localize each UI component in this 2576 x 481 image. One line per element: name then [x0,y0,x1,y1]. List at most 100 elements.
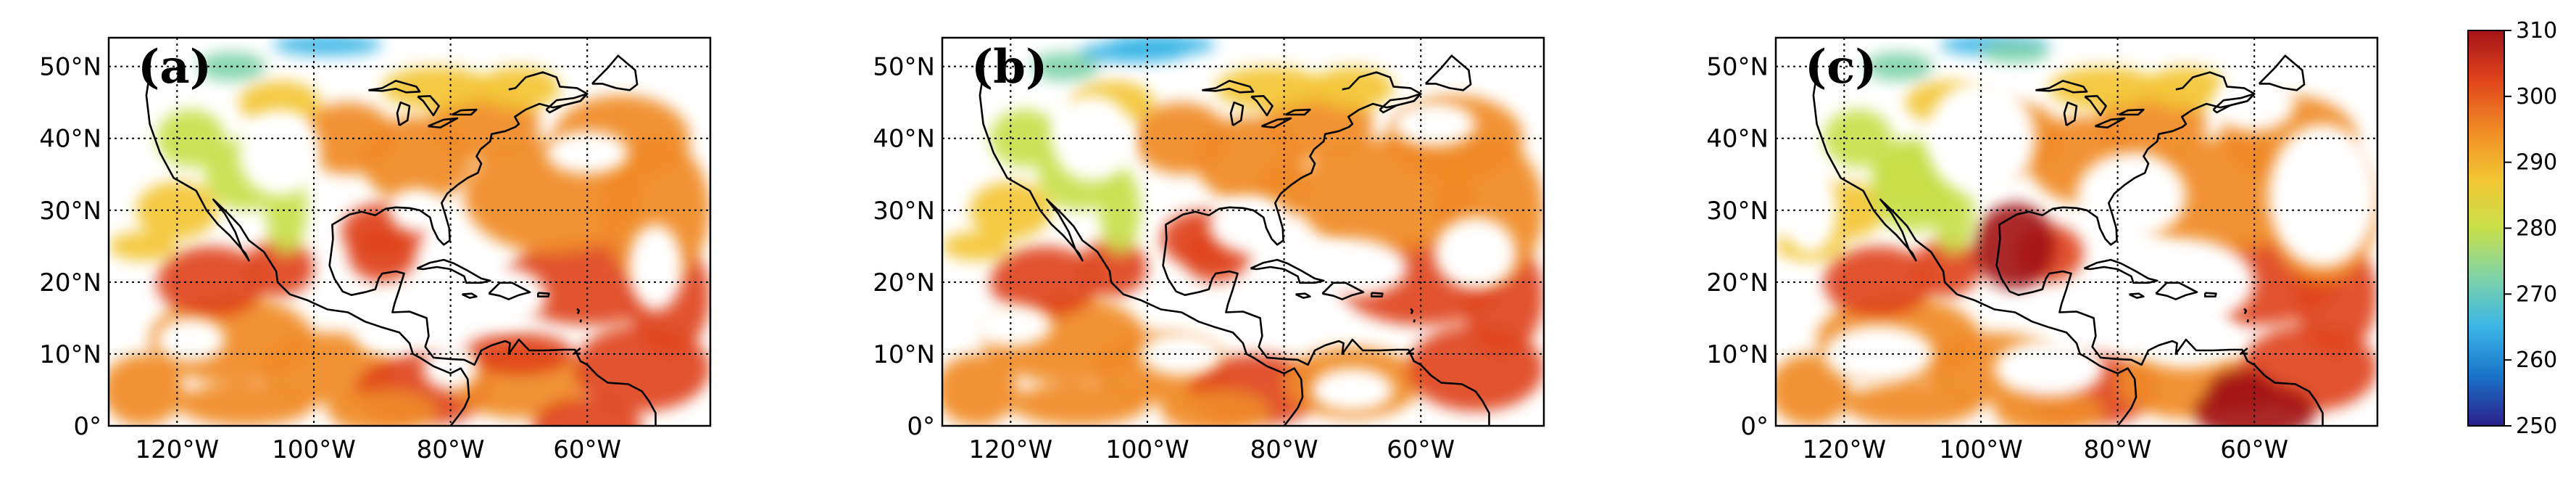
map-b-area: 50°N 40°N 30°N 20°N 10°N 0° 120°W 100°W 80°W 60°W… [873,36,1545,464]
lat-tick-label: 0° [1740,412,1769,441]
coastline [1162,239,1490,426]
data-cloud [942,353,1018,426]
no-data-gap [1994,340,2104,398]
data-cloud [1980,41,2050,63]
colorbar-tick-label: 270 [2516,281,2557,307]
data-cloud [109,353,184,426]
coastline [1370,292,1384,298]
data-cloud [1974,202,2056,289]
no-data-gap [157,318,225,361]
data-cloud [2145,66,2227,110]
no-data-gap [969,303,1052,348]
no-data-gap [1208,195,1292,254]
colorbar-tick-label: 310 [2516,18,2557,44]
coastline [2129,292,2145,299]
lat-tick-label: 50°N [1706,53,1769,82]
data-cloud [1099,167,1141,254]
coastline [416,258,491,284]
coastline [1261,117,1292,129]
graticule [109,38,710,426]
colorbar-tick-label: 300 [2516,84,2557,110]
lon-tick-label: 60°W [1387,435,1455,464]
map-c-area: 50°N 40°N 30°N 20°N 10°N 0° 120°W 100°W 80°W 60°W… [1706,36,2379,464]
lat-tick-label: 0° [73,412,101,441]
coastline [2035,80,2088,94]
coastline [2095,117,2126,129]
lat-tick-label: 10°N [873,340,935,369]
lon-tick-label: 120°W [1803,435,1887,464]
lon-tick-label: 100°W [272,435,356,464]
coastline [1202,80,1255,94]
coastline [1379,93,1422,114]
coastlines [1812,54,2324,426]
colorbar-tick-label: 280 [2516,216,2557,242]
data-cloud [969,181,1052,239]
coastline [488,281,531,300]
coastline [368,80,421,94]
colorbar-svg: 310 300 290 280 270 260 250 [2467,18,2557,439]
coastline [1995,239,2324,426]
panel-label: (a) [138,40,212,94]
data-cloud [109,231,178,261]
data-cloud [1160,390,1271,426]
no-data-gap [2117,239,2255,326]
panel-label: (c) [1805,40,1877,94]
lon-tick-label: 120°W [136,435,220,464]
lat-tick-label: 50°N [39,53,101,82]
map-frame [107,36,712,427]
no-data-gap [1782,167,1837,254]
lat-tick-label: 10°N [39,340,101,369]
graticule [1776,38,2377,426]
coastline [1406,347,1415,355]
coastline [573,347,581,355]
data-cloud [245,239,314,297]
lat-tick-label: 10°N [1706,340,1769,369]
lat-tick-label: 40°N [39,125,101,154]
colorbar-tick-label: 290 [2516,150,2557,176]
graticule [942,38,1544,426]
coastline [145,73,470,426]
lon-tick-label: 80°W [1250,435,1318,464]
coastline [1250,258,1325,284]
coastline [545,93,589,114]
lon-tick-label: 120°W [969,435,1053,464]
coastline [2203,292,2217,298]
data-cloud [1079,41,1189,63]
no-data-gap [1434,217,1517,289]
coastline [1410,308,1414,314]
no-data-gap [1824,325,1933,383]
coastline [1321,281,1365,300]
coastline [2155,281,2198,300]
no-data-gap [2077,152,2186,239]
data-cloud [1912,239,1981,297]
coastline [462,292,478,299]
coastline [451,108,478,116]
lat-tick-label: 50°N [873,53,935,82]
lon-tick-label: 100°W [1105,435,1189,464]
data-cloud [2206,368,2275,412]
coastline [428,117,459,129]
coastline [979,73,1304,426]
data-cloud [532,397,642,426]
coastline [328,239,657,426]
data-cloud [382,66,492,110]
data-cloud [1824,246,1933,318]
data-cloud [273,38,383,56]
coastline [2083,258,2159,284]
data-cloud [2049,66,2159,110]
colorbar-tick-label: 250 [2516,414,2557,439]
no-data-gap [628,224,684,311]
panel-label: (b) [971,40,1047,94]
lon-tick-label: 80°W [417,435,485,464]
lat-tick-label: 0° [907,412,935,441]
lat-tick-label: 30°N [873,197,935,226]
lat-tick-label: 20°N [873,268,935,297]
lat-tick-label: 30°N [1706,197,1769,226]
data-cloud [1216,66,1326,110]
lat-tick-label: 20°N [1706,268,1769,297]
